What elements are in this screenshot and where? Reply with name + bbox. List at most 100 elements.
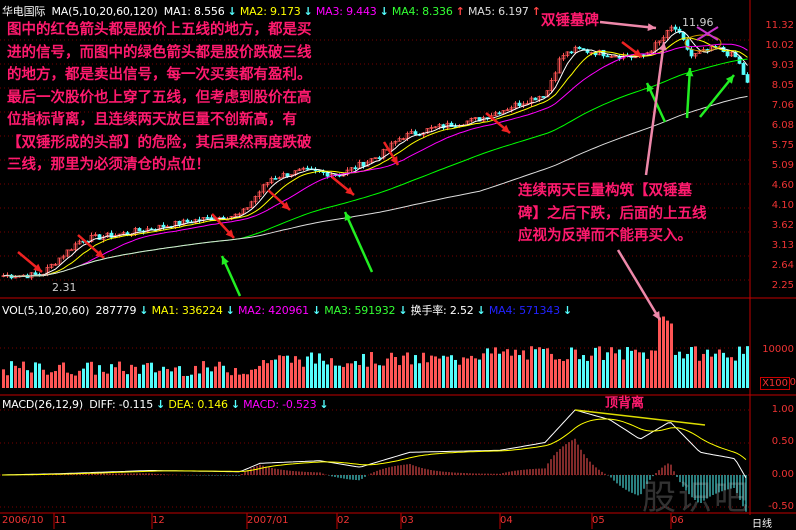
volume-bar [134,366,137,388]
vol-ma1: MA1: 336224 [151,304,223,317]
volume-bar [6,375,9,388]
candle [397,138,402,142]
volume-bar [322,360,325,388]
candle [377,157,382,160]
volume-bar [118,361,121,388]
candle [689,48,694,57]
volume-arrow [644,41,666,176]
candle [301,167,306,170]
volume-bar [426,362,429,388]
candle [429,127,434,129]
volume-bar [602,359,605,388]
volume-bar [662,316,665,388]
volume-bar [202,361,205,388]
candle [741,63,746,75]
buy-arrow-head [225,229,234,238]
sell-arrow [685,67,692,119]
volume-bar [258,365,261,388]
volume-bar [610,347,613,388]
volume-bar [606,352,609,388]
candle [565,51,570,56]
candle [261,184,266,193]
candle [125,232,130,235]
candle [469,118,474,122]
volume-bar [446,356,449,388]
candle [649,50,654,54]
volume-bar [502,351,505,388]
candle [157,224,162,231]
candle [297,168,302,171]
dea-value: DEA: 0.146 [168,398,228,411]
candle [233,213,238,217]
annotation-line: 连续两天巨量构筑【双锤墓 [518,182,692,199]
volume-bar [498,353,501,388]
volume-bar [122,370,125,388]
volume-bar [626,347,629,388]
price-axis-label: 5.09 [771,160,794,171]
candle [553,72,558,81]
volume-bar [22,361,25,388]
volume-bar [466,358,469,388]
volume-bar [338,365,341,388]
macd-value: MACD: -0.523 [243,398,317,411]
volume-bar [262,360,265,388]
volume-bar [90,361,93,388]
volume-bar [274,359,277,388]
candle [389,142,394,150]
candle [321,171,326,173]
volume-bar [714,353,717,388]
volume-bar [318,353,321,388]
volume-bar [686,353,689,388]
volume-bar [26,370,29,388]
volume-bar [270,360,273,388]
candle [57,257,62,265]
candle [657,40,662,44]
left-annotation: 图中的红色箭头都是股价上五线的地方，都是买 进的信号，而图中的绿色箭头都是股价跌… [7,19,312,177]
volume-bar [738,346,741,388]
candle [697,51,702,54]
price-axis-label: 10.02 [765,40,794,51]
volume-bar [430,355,433,388]
candle [49,263,54,268]
price-axis-label: 6.08 [771,120,794,131]
ma5-line [3,95,748,277]
price-axis-label: 5.75 [771,140,794,151]
ma4-value: MA4: 8.336 [391,5,453,18]
buy-arrow-head [281,201,290,210]
candle [569,51,574,54]
candle [529,97,534,104]
candle [65,249,70,257]
volume-bar [146,363,149,388]
volume-bar [530,346,533,388]
volume-bar [462,357,465,388]
candle [585,49,590,53]
volume-bar [566,359,569,388]
hammer-arrow [599,20,657,30]
volume-bar [54,371,57,388]
candle [577,46,582,49]
volume-bar [678,351,681,388]
candle [105,232,110,238]
volume-bar [138,373,141,388]
volume-bar [238,374,241,388]
candle [269,178,274,184]
annotation-line: 的地方，都是卖出信号，每一次买卖都有盈利。 [7,66,312,83]
volume-bar [242,373,245,388]
candle [437,124,442,128]
volume-bar [298,359,301,388]
candle [661,37,666,42]
hammer-arrow-head [647,23,656,32]
volume-bar [622,359,625,388]
candle [277,177,282,180]
volume-bar [670,323,673,388]
volume-bar [82,368,85,388]
annotation-line: 进的信号，而图中的绿色箭头都是股价跌破三线 [7,43,312,61]
volume-bar [162,366,165,388]
candle [33,272,38,275]
candle [373,157,378,160]
volume-bar [402,355,405,388]
macd-axis-label: 0.00 [771,469,794,480]
volume-bar [394,357,397,388]
period-button[interactable]: 日线 [752,519,772,530]
